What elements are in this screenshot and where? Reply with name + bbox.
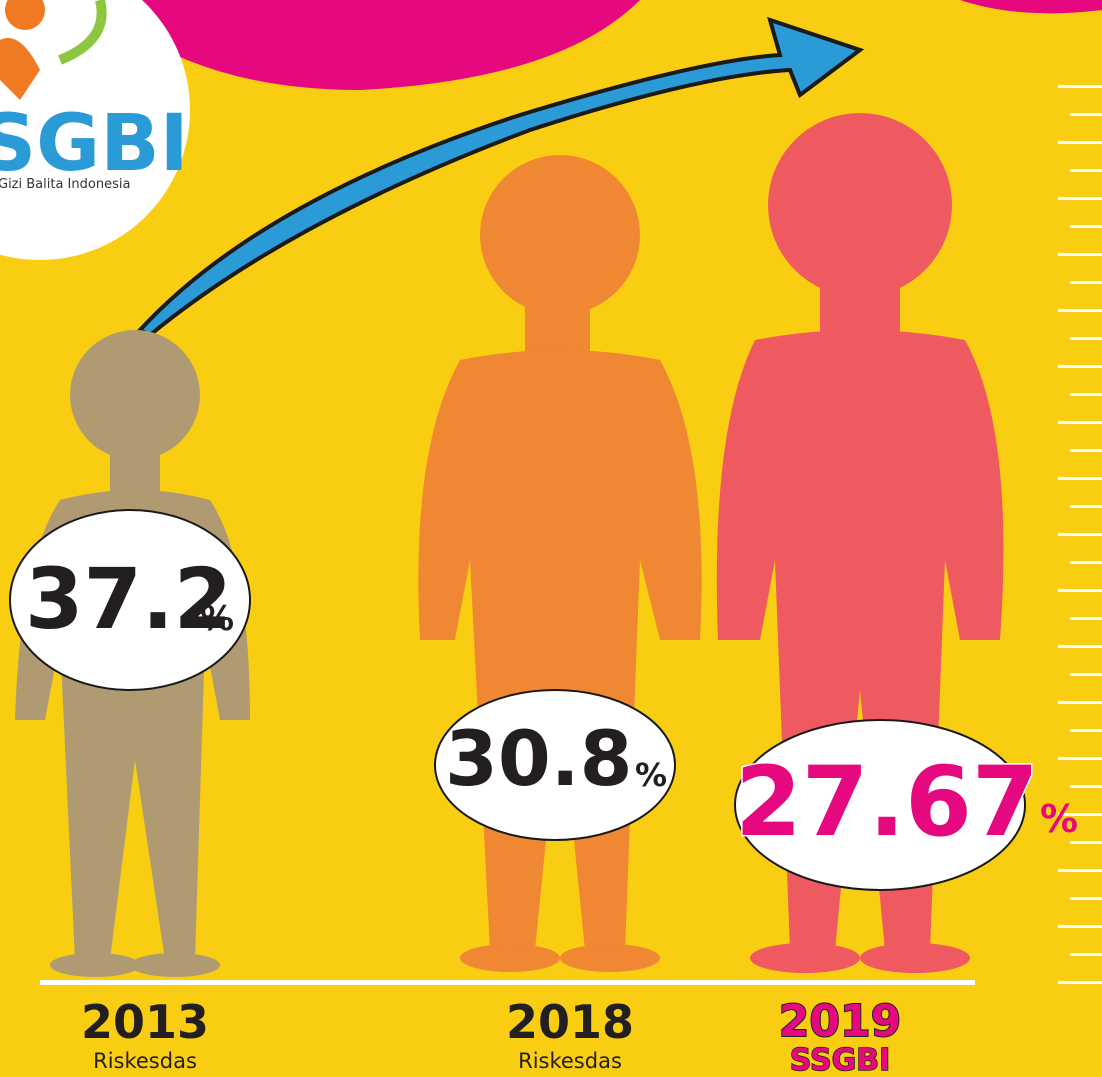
logo-subtitle: Gizi Balita Indonesia — [0, 177, 130, 192]
year: 2019 — [779, 996, 901, 1047]
source: SSGBI — [790, 1043, 891, 1077]
infographic: SGBI Gizi Balita Indonesia — [0, 0, 1102, 1077]
source: Riskesdas — [93, 1049, 197, 1073]
year: 2013 — [81, 995, 209, 1049]
unit: % — [635, 756, 667, 794]
year: 2018 — [506, 995, 634, 1049]
baseline — [40, 980, 975, 985]
value: 27.67 — [735, 746, 1039, 858]
unit: % — [200, 599, 234, 639]
logo-title: SGBI — [0, 99, 189, 189]
unit: % — [1040, 797, 1078, 841]
value: 30.8 — [445, 714, 633, 803]
source: Riskesdas — [518, 1049, 622, 1073]
